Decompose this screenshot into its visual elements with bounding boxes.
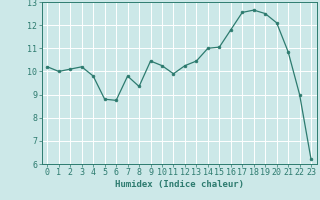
X-axis label: Humidex (Indice chaleur): Humidex (Indice chaleur) — [115, 180, 244, 189]
